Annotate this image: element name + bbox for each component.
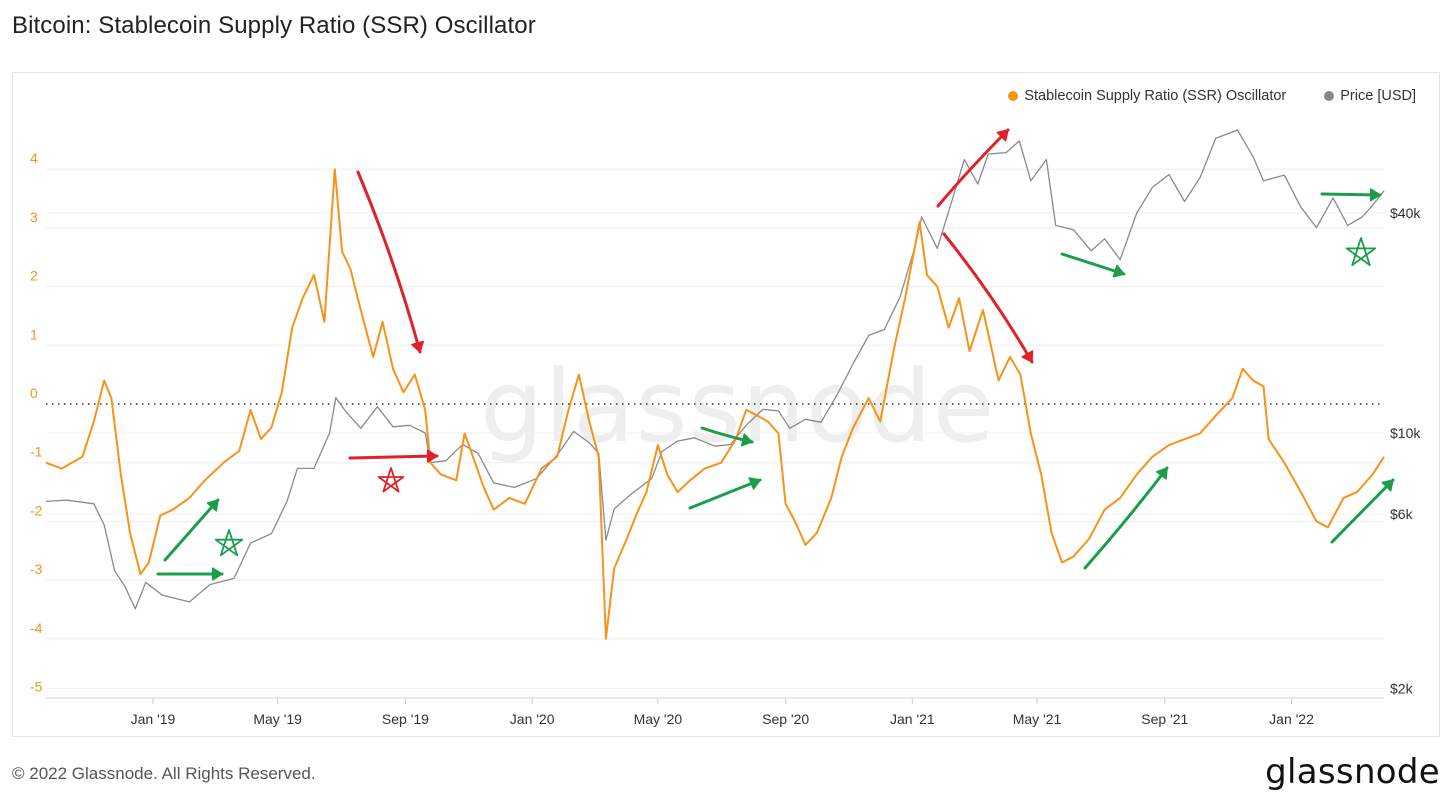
annotation-red-arrow xyxy=(356,170,422,354)
y-left-tick-label: -5 xyxy=(30,679,43,695)
annotation-red-star xyxy=(377,467,405,493)
annotation-green-arrow-head xyxy=(1381,479,1394,492)
y-left-tick-label: 4 xyxy=(30,150,38,166)
x-tick-label: May '21 xyxy=(1013,711,1062,727)
legend-label-price: Price [USD] xyxy=(1340,88,1416,104)
y-left-tick-label: 0 xyxy=(30,385,38,401)
chart-panel xyxy=(12,72,1440,737)
y-left-tick-label: 2 xyxy=(30,268,38,284)
annotation-green-arrow-head xyxy=(1112,264,1125,278)
annotation-green-arrow-head xyxy=(748,477,761,490)
annotation-red-arrow-head xyxy=(411,340,424,353)
annotation-red-arrow xyxy=(942,232,1034,364)
y-left-tick-label: 3 xyxy=(30,209,38,225)
legend-item-price[interactable]: Price [USD] xyxy=(1324,88,1416,104)
watermark: glassnode xyxy=(480,348,996,465)
annotation-green-arrow-head xyxy=(206,499,219,512)
x-tick-label: Sep '21 xyxy=(1141,711,1188,727)
copyright-footer: © 2022 Glassnode. All Rights Reserved. xyxy=(12,764,316,783)
y-right-tick-label: $6k xyxy=(1390,506,1414,522)
annotation-green-arrow xyxy=(688,478,762,510)
annotation-green-arrow xyxy=(1083,466,1169,570)
annotation-green-arrow-head xyxy=(1155,467,1168,480)
ssr-series-line xyxy=(45,168,1385,640)
annotation-red-arrow xyxy=(936,128,1010,208)
x-tick-label: Jan '19 xyxy=(131,711,176,727)
y-left-tick-label: -4 xyxy=(30,620,43,636)
legend-dot-price xyxy=(1324,91,1335,101)
annotation-green-arrow-head xyxy=(1369,188,1381,202)
annotation-green-arrow-head xyxy=(740,433,753,447)
annotation-green-arrow xyxy=(1330,478,1395,544)
x-tick-label: Jan '20 xyxy=(510,711,555,727)
x-tick-label: Jan '21 xyxy=(890,711,935,727)
y-left-tick-label: -1 xyxy=(30,444,43,460)
y-left-tick-label: -2 xyxy=(30,502,43,518)
legend-item-ssr[interactable]: Stablecoin Supply Ratio (SSR) Oscillator xyxy=(1008,88,1286,104)
annotation-red-arrow xyxy=(348,454,439,460)
annotation-green-star xyxy=(214,529,244,557)
annotation-green-star xyxy=(1345,237,1377,267)
x-tick-label: May '19 xyxy=(253,711,302,727)
x-tick-label: May '20 xyxy=(634,711,683,727)
legend-dot-ssr xyxy=(1008,91,1019,101)
y-left-tick-label: 1 xyxy=(30,326,38,342)
y-left-tick-label: -3 xyxy=(30,561,43,577)
chart-title: Bitcoin: Stablecoin Supply Ratio (SSR) O… xyxy=(12,12,536,39)
annotation-red-arrow-head xyxy=(426,449,438,463)
legend: Stablecoin Supply Ratio (SSR) Oscillator… xyxy=(1008,88,1416,104)
annotation-red-arrow-head xyxy=(1021,350,1034,363)
price-series-line xyxy=(45,129,1385,610)
y-right-tick-label: $40k xyxy=(1390,205,1421,221)
x-tick-label: Sep '19 xyxy=(382,711,429,727)
y-right-tick-label: $10k xyxy=(1390,425,1421,441)
x-tick-label: Jan '22 xyxy=(1269,711,1314,727)
brand-logo[interactable]: glassnode xyxy=(1265,752,1440,792)
legend-label-ssr: Stablecoin Supply Ratio (SSR) Oscillator xyxy=(1024,88,1287,104)
annotation-red-arrow-head xyxy=(996,129,1009,142)
annotation-green-arrow-head xyxy=(211,567,223,581)
y-right-tick-label: $2k xyxy=(1390,680,1414,696)
x-tick-label: Sep '20 xyxy=(762,711,809,727)
